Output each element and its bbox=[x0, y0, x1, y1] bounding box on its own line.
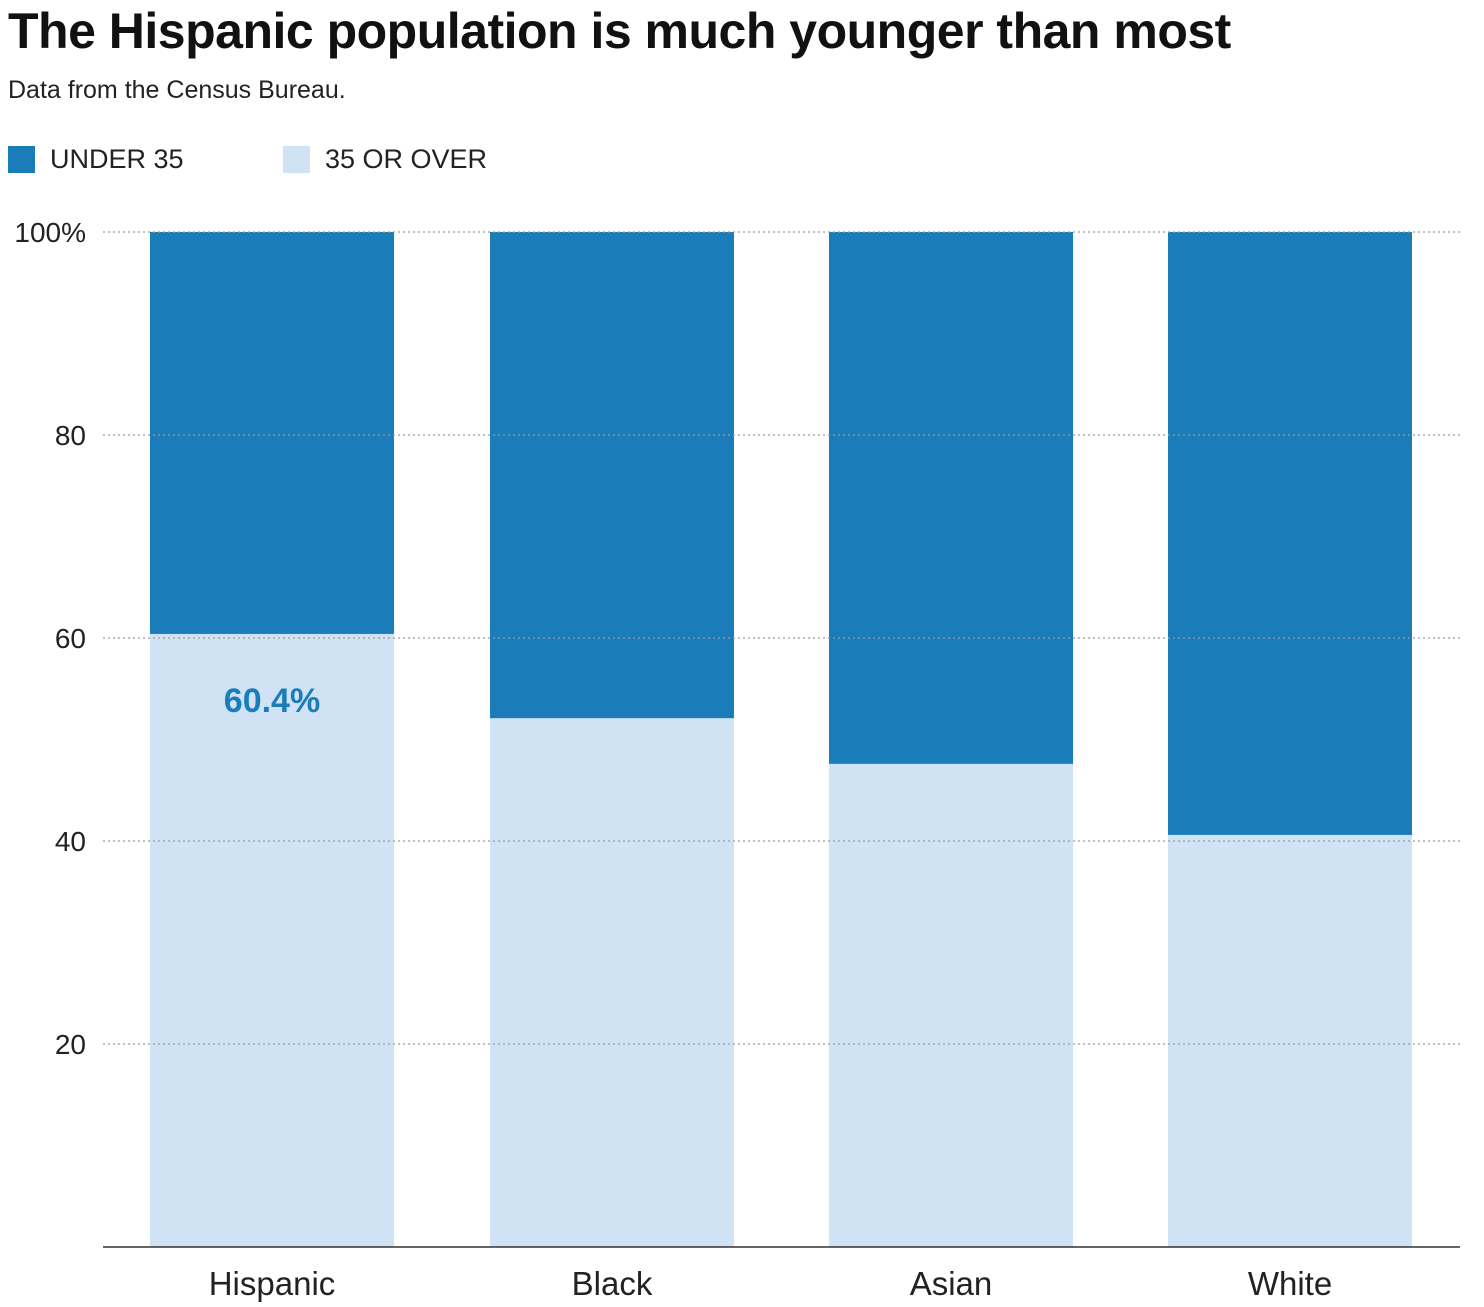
legend-label-under-35: UNDER 35 bbox=[50, 143, 184, 174]
x-tick-label-black: Black bbox=[572, 1265, 653, 1302]
bar-asian-35-or-over bbox=[829, 763, 1073, 1247]
x-tick-label-white: White bbox=[1248, 1265, 1332, 1302]
bar-asian-under-35 bbox=[829, 232, 1073, 764]
legend-item-under-35: UNDER 35 bbox=[8, 144, 184, 174]
legend-item-35-or-over: 35 OR OVER bbox=[283, 144, 487, 174]
chart-subtitle: Data from the Census Bureau. bbox=[8, 76, 346, 104]
bar-hispanic-35-or-over bbox=[150, 633, 394, 1247]
y-tick-label-60: 60 bbox=[55, 623, 86, 654]
legend-swatch-under-35 bbox=[8, 145, 35, 173]
y-tick-label-80: 80 bbox=[55, 420, 86, 451]
y-tick-label-100: 100% bbox=[14, 217, 86, 248]
chart-title: The Hispanic population is much younger … bbox=[8, 3, 1231, 59]
bar-white-under-35 bbox=[1168, 232, 1412, 835]
x-tick-label-hispanic: Hispanic bbox=[209, 1265, 336, 1302]
bar-white-35-or-over bbox=[1168, 834, 1412, 1247]
bar-black-35-or-over bbox=[490, 718, 734, 1247]
data-label-hispanic: 60.4% bbox=[224, 682, 320, 720]
y-tick-label-40: 40 bbox=[55, 826, 86, 857]
legend-label-35-or-over: 35 OR OVER bbox=[325, 143, 488, 174]
y-tick-label-20: 20 bbox=[55, 1029, 86, 1060]
bar-black-under-35 bbox=[490, 232, 734, 719]
legend-swatch-35-or-over bbox=[283, 145, 310, 173]
bar-hispanic-under-35 bbox=[150, 232, 394, 634]
x-tick-label-asian: Asian bbox=[910, 1265, 993, 1302]
